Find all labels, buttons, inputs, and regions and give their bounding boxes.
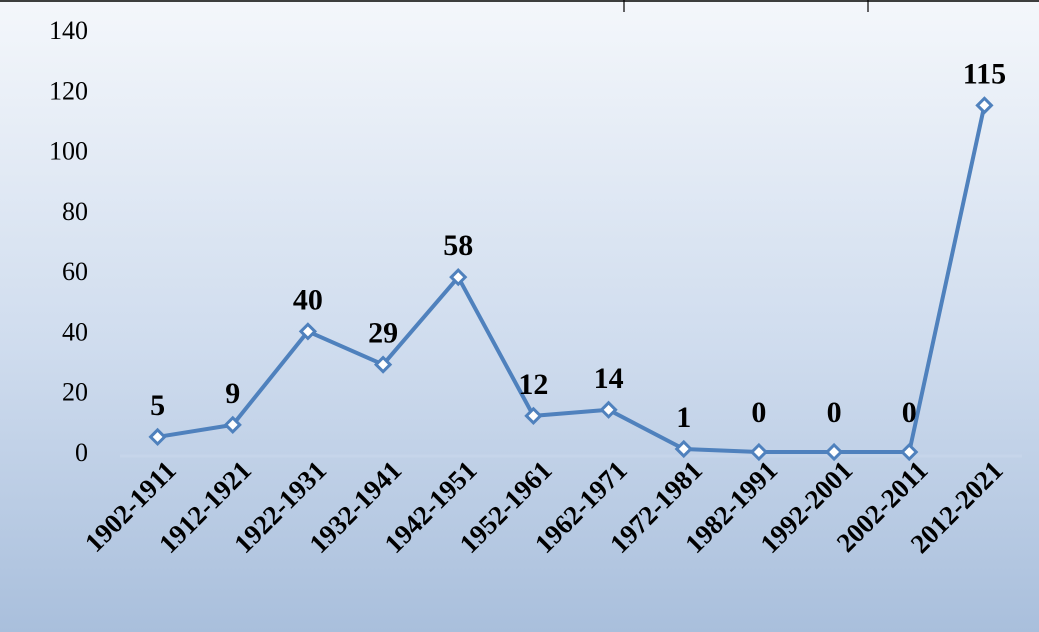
data-point-marker	[824, 442, 844, 462]
data-point-marker	[599, 400, 618, 419]
data-label: 0	[902, 396, 917, 429]
data-point-marker	[524, 406, 543, 425]
data-label: 14	[594, 362, 624, 395]
data-point-marker	[449, 268, 468, 287]
data-labels: 5 9 40 29 58 12 14 1 0 0 0 115	[150, 57, 1006, 434]
data-label: 58	[443, 229, 473, 262]
y-tick-label: 80	[62, 197, 88, 226]
y-tick-label: 100	[49, 137, 88, 166]
y-tick-label: 0	[75, 438, 88, 467]
data-label: 0	[751, 396, 766, 429]
series-markers	[148, 96, 994, 462]
data-label: 5	[150, 389, 165, 422]
data-point-marker	[373, 355, 393, 374]
data-label: 115	[963, 57, 1006, 90]
data-point-marker	[298, 322, 318, 341]
data-label: 9	[225, 377, 240, 410]
y-tick-label: 140	[49, 16, 88, 45]
data-point-marker	[975, 96, 994, 115]
y-tick-label: 40	[62, 317, 88, 346]
y-tick-label: 60	[62, 257, 88, 286]
y-axis-ticks: 0 20 40 60 80 100 120 140	[49, 16, 88, 467]
data-label: 40	[293, 283, 323, 316]
data-label: 29	[368, 317, 398, 350]
data-label: 1	[676, 401, 691, 434]
y-tick-label: 20	[62, 378, 88, 407]
data-point-marker	[148, 427, 167, 447]
y-tick-label: 120	[49, 76, 88, 105]
data-point-marker	[223, 415, 242, 434]
data-point-marker	[674, 439, 693, 459]
data-point-marker	[900, 442, 919, 462]
data-point-marker	[749, 442, 769, 462]
data-label: 12	[518, 368, 548, 401]
data-label: 0	[827, 396, 842, 429]
series-line	[157, 104, 987, 454]
